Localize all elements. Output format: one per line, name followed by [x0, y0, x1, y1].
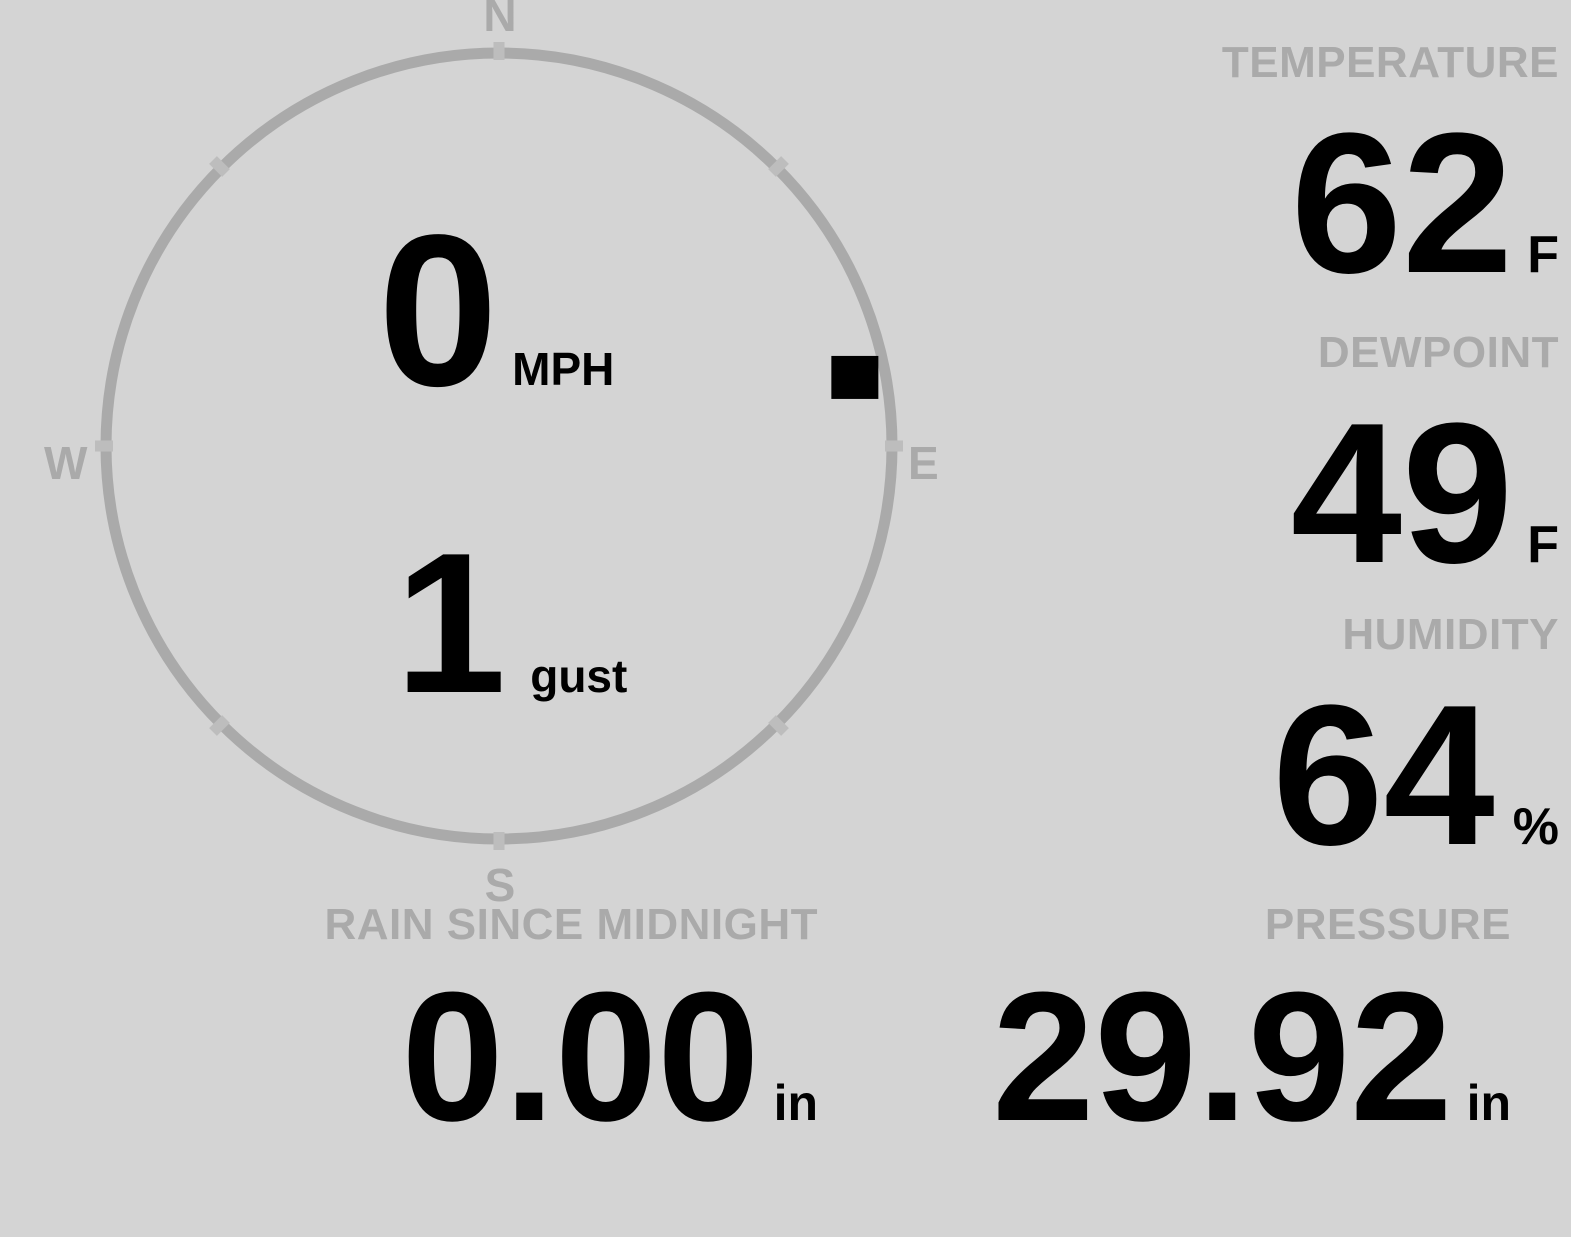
stat-rain-value-row: 0.00 in — [238, 964, 818, 1148]
tick-sw — [209, 715, 230, 736]
stat-humidity-unit: % — [1512, 798, 1559, 856]
compass-label-south: S — [484, 859, 516, 911]
tick-nw — [209, 156, 230, 177]
stat-humidity-value: 64 — [1272, 664, 1495, 887]
stat-pressure-label: PRESSURE — [1264, 900, 1511, 949]
stat-rain-label: RAIN SINCE MIDNIGHT — [324, 900, 818, 949]
wind-gust-unit: gust — [530, 650, 628, 702]
wind-gust-value: 1 — [395, 512, 507, 735]
stat-temperature-value: 62 — [1290, 92, 1514, 315]
stat-pressure: PRESSURE 29.92 in — [851, 900, 1511, 1149]
stat-dewpoint-unit: F — [1527, 516, 1559, 574]
stat-temperature: TEMPERATURE 62 F — [1079, 40, 1559, 304]
stat-rain-unit: in — [773, 1075, 818, 1131]
stat-dewpoint-value: 49 — [1290, 382, 1514, 605]
wind-compass-dial: N E S W 0 MPH 1 gust — [0, 0, 1000, 920]
wind-direction-marker — [831, 355, 879, 399]
stat-dewpoint: DEWPOINT 49 F — [1079, 330, 1559, 594]
stat-dewpoint-value-row: 49 F — [1079, 394, 1559, 594]
stat-rain-value: 0.00 — [401, 953, 760, 1159]
wind-speed-unit: MPH — [512, 343, 615, 395]
compass-label-east: E — [908, 437, 939, 489]
stat-humidity-label: HUMIDITY — [1342, 610, 1559, 659]
stat-pressure-unit: in — [1466, 1075, 1511, 1131]
compass-label-west: W — [44, 437, 88, 489]
stat-temperature-unit: F — [1527, 226, 1559, 284]
stat-rain: RAIN SINCE MIDNIGHT 0.00 in — [238, 900, 819, 1149]
stat-dewpoint-label: DEWPOINT — [1317, 328, 1559, 377]
stat-pressure-value-row: 29.92 in — [851, 964, 1511, 1148]
compass-ring-graphic — [95, 42, 903, 850]
wind-speed-readout: 0 MPH — [378, 202, 614, 418]
stat-humidity: HUMIDITY 64 % — [1079, 612, 1559, 876]
stat-humidity-value-row: 64 % — [1079, 676, 1559, 876]
wind-direction-marker-block — [831, 355, 879, 399]
stat-pressure-value: 29.92 — [992, 953, 1453, 1159]
wind-gust-readout: 1 gust — [395, 524, 627, 724]
tick-ne — [768, 156, 789, 177]
wind-speed-value: 0 — [378, 189, 499, 431]
stat-temperature-value-row: 62 F — [1079, 104, 1559, 304]
compass-tick-marks — [95, 42, 903, 850]
tick-se — [768, 715, 789, 736]
stat-temperature-label: TEMPERATURE — [1221, 38, 1559, 87]
compass-label-north: N — [483, 0, 517, 41]
